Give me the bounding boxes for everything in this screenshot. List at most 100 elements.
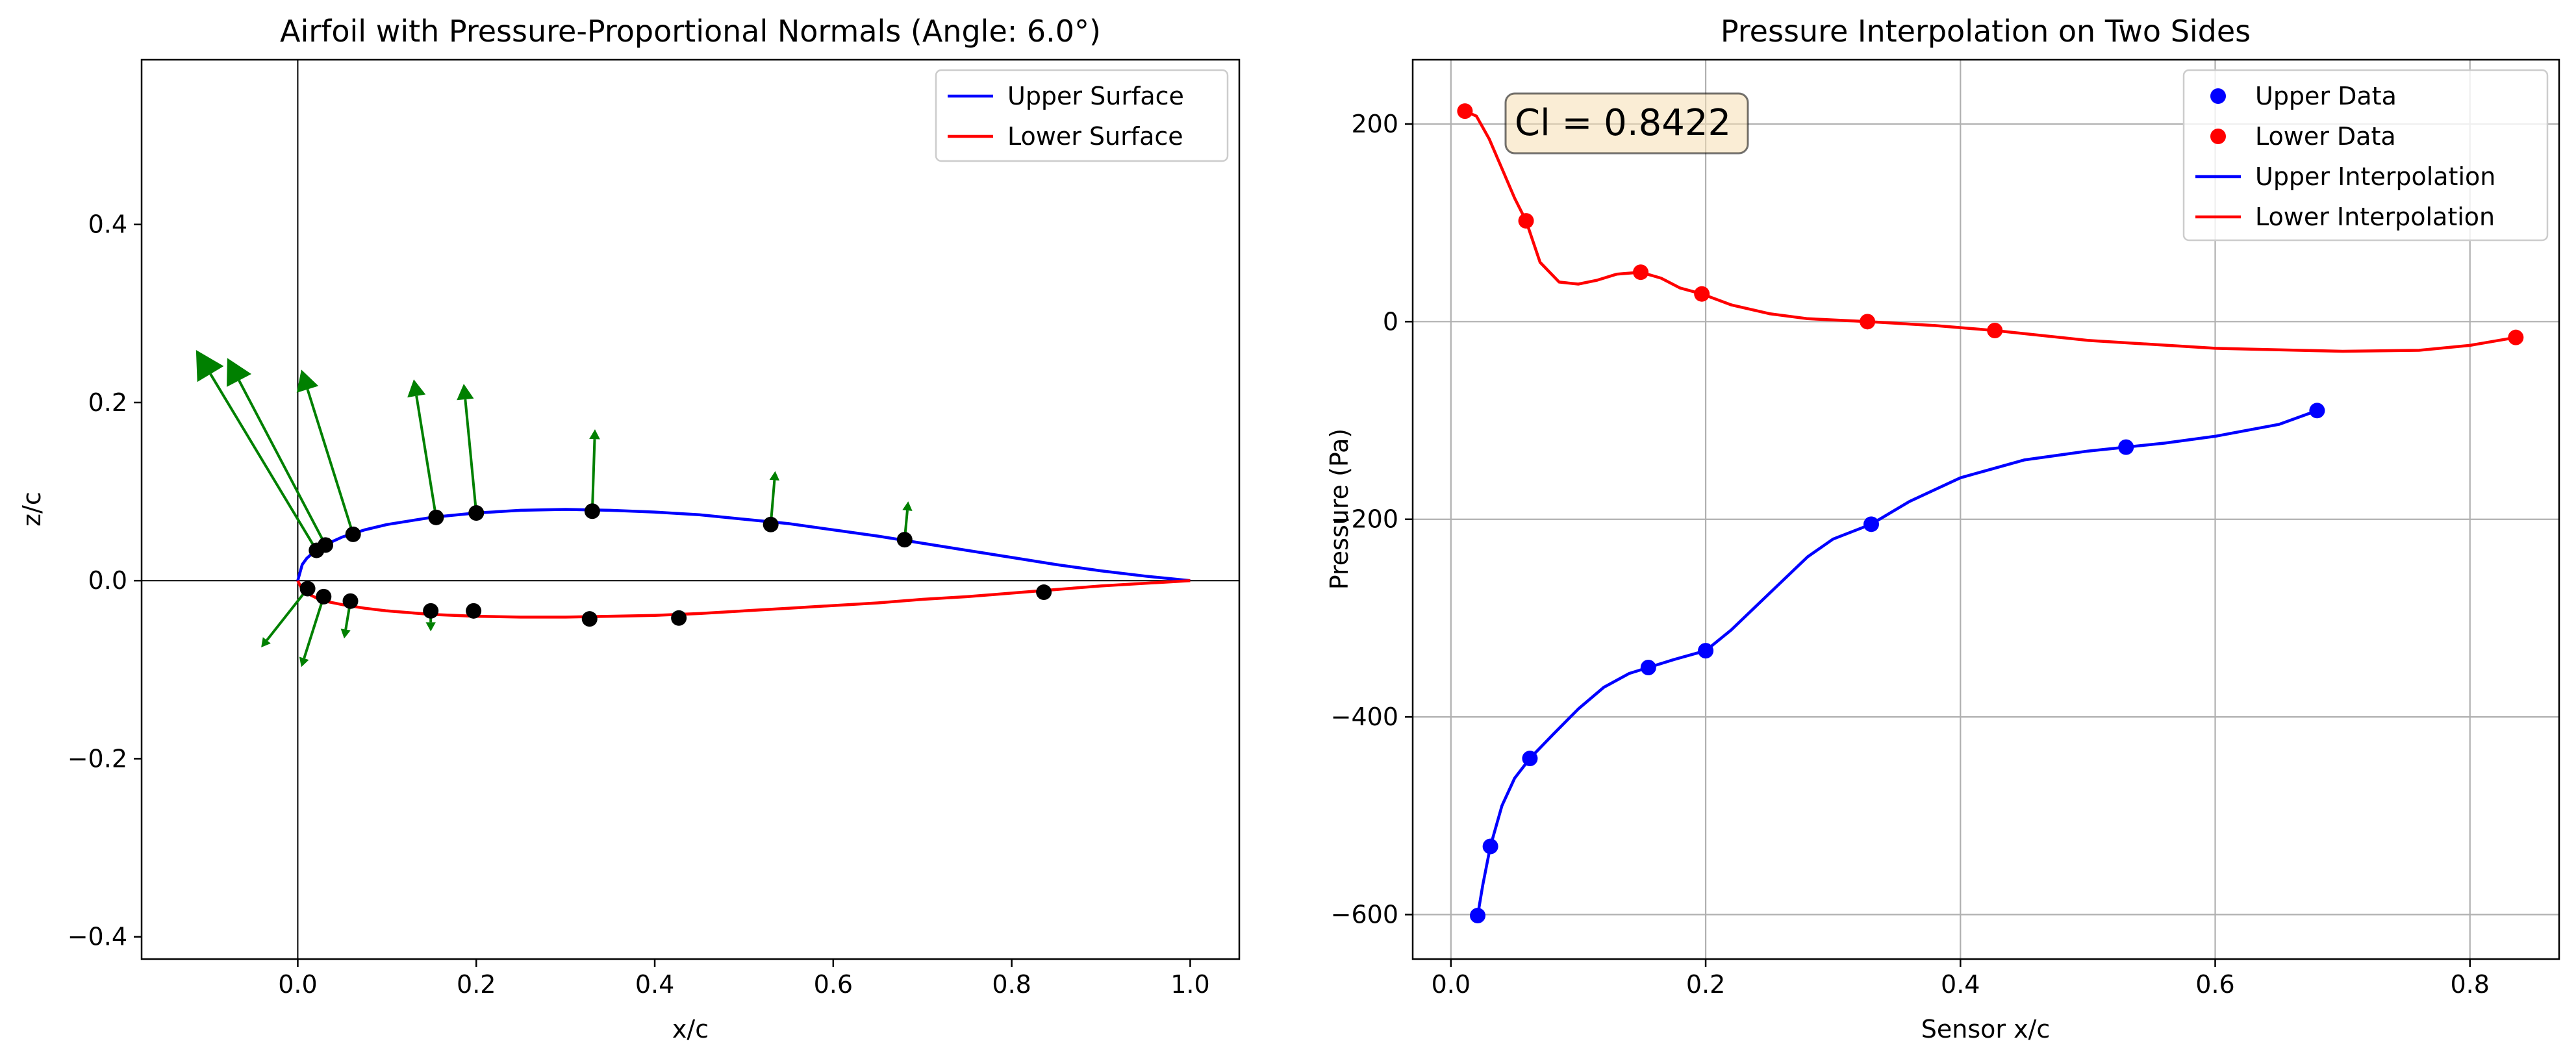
x-tick-label: 0.4 (635, 970, 674, 999)
airfoil-legend: Upper Surface Lower Surface (935, 69, 1229, 162)
pressure-plot-title: Pressure Interpolation on Two Sides (1721, 14, 2251, 49)
pressure-legend-box (2182, 69, 2549, 242)
upper-sensor-point (468, 505, 485, 521)
pressure-plot-area (1457, 103, 2524, 924)
legend-marker-swatch (2210, 88, 2226, 104)
lower-data-point (1694, 286, 1710, 302)
legend-entry-label: Upper Interpolation (2255, 162, 2495, 191)
lower-data-point (1457, 103, 1473, 119)
upper-data-point (1470, 908, 1486, 924)
x-tick-label: 0.0 (1432, 970, 1471, 999)
lower-sensor-point (581, 611, 598, 627)
lower-data-point (1518, 213, 1534, 229)
normal-arrow-head (425, 622, 436, 632)
pressure-axes-frame (1411, 58, 2560, 960)
legend-entry-label: Lower Data (2255, 122, 2396, 151)
legend-entry-label: Lower Surface (1007, 122, 1183, 151)
pressure-normal-arrow (407, 379, 438, 518)
upper-data-point (1522, 751, 1538, 767)
normal-arrow-shaft (266, 588, 309, 642)
x-tick-label: 0.4 (1941, 970, 1980, 999)
pressure-normal-arrow (261, 588, 309, 648)
pressure-ticks: 0.0 0.2 0.4 0.6 0.8 −600 −400 −200 0 200 (1331, 110, 2490, 999)
lower-sensor-point (342, 593, 359, 609)
normal-arrow-head (407, 379, 426, 398)
airfoil-axes-frame (140, 58, 1241, 960)
cl-annotation-text: Cl = 0.8422 (1515, 102, 1731, 144)
normal-arrow-shaft (415, 395, 438, 518)
normal-arrow-head (196, 350, 224, 382)
lower-sensor-point (423, 603, 439, 619)
normal-arrow-head (769, 471, 780, 481)
airfoil-x-axis-label: x/c (672, 1015, 709, 1043)
upper-sensor-point (318, 537, 334, 553)
pressure-legend: Upper Data Lower Data Upper Interpolation L… (2182, 69, 2549, 242)
airfoil-plot-area (142, 60, 1239, 959)
pressure-normal-arrow (769, 471, 780, 525)
pressure-normal-arrow (227, 358, 327, 546)
cl-annotation-box (1504, 92, 1749, 155)
upper-data-point (1640, 660, 1656, 676)
y-tick-label: −0.2 (68, 744, 127, 773)
upper-sensor-point (896, 532, 913, 548)
normal-arrow-head (902, 501, 913, 511)
pressure-normal-arrow (296, 369, 355, 535)
y-tick-label: 0.2 (88, 388, 127, 417)
pressure-normal-arrow (457, 384, 478, 514)
normal-arrow-head (227, 358, 252, 387)
legend-entry-label: Upper Data (2255, 82, 2397, 110)
pressure-y-axis-label: Pressure (Pa) (1325, 429, 1354, 590)
upper-data-point (1482, 838, 1498, 855)
legend-entry-label: Lower Interpolation (2255, 203, 2495, 231)
normal-arrow-shaft (306, 389, 355, 535)
lower-interpolation-line (1464, 110, 2516, 353)
lower-sensor-point (671, 610, 687, 626)
lower-data-point (2508, 329, 2524, 345)
upper-data-point (1863, 516, 1879, 532)
airfoil-ticks: 0.0 0.2 0.4 0.6 0.8 1.0 −0.4 −0.2 0.0 0.2 0.4 (68, 210, 1210, 999)
normal-arrow-head (589, 429, 600, 440)
pressure-normal-arrow (589, 429, 600, 512)
airfoil-y-axis-label: z/c (18, 492, 46, 527)
x-tick-label: 0.0 (278, 970, 317, 999)
y-tick-label: 0.0 (88, 566, 127, 595)
airfoil-legend-box (935, 69, 1229, 162)
normal-arrow-shaft (209, 373, 318, 551)
upper-data-point (1698, 643, 1714, 659)
x-tick-label: 0.6 (2195, 970, 2234, 999)
y-tick-label: −200 (1331, 505, 1398, 534)
pressure-normal-arrow (299, 596, 325, 668)
y-tick-label: −0.4 (68, 923, 127, 951)
normal-arrow-head (299, 656, 309, 668)
x-tick-label: 0.6 (814, 970, 853, 999)
normal-arrow-head (457, 384, 474, 401)
pressure-normal-arrow (196, 350, 318, 551)
x-tick-label: 0.2 (1686, 970, 1725, 999)
lower-data-point (1633, 264, 1649, 281)
y-tick-label: 0.4 (88, 210, 127, 239)
y-tick-label: −600 (1331, 901, 1398, 929)
pressure-x-axis-label: Sensor x/c (1921, 1015, 2051, 1043)
lower-sensor-point (299, 580, 316, 597)
airfoil-plot-title: Airfoil with Pressure-Proportional Norma… (280, 14, 1101, 49)
x-tick-label: 1.0 (1170, 970, 1209, 999)
normal-arrow-shaft (464, 399, 478, 514)
lower-data-point (1860, 314, 1876, 330)
y-tick-label: 0 (1383, 307, 1398, 336)
upper-sensor-point (763, 516, 779, 532)
normal-arrow-head (261, 637, 271, 648)
upper-data-point (2118, 439, 2134, 455)
x-tick-label: 0.8 (992, 970, 1031, 999)
upper-interpolation-line (1476, 409, 2318, 916)
y-tick-label: 200 (1351, 110, 1398, 138)
cl-annotation: Cl = 0.8422 (1504, 92, 1749, 155)
y-tick-label: −400 (1331, 703, 1398, 731)
lower-sensor-point (466, 603, 482, 619)
upper-data-point (2309, 403, 2325, 419)
upper-sensor-point (428, 509, 444, 525)
lower-sensor-point (316, 588, 332, 605)
normal-arrow-shaft (590, 439, 596, 512)
legend-entry-label: Upper Surface (1007, 82, 1184, 110)
normal-arrow-shaft (303, 596, 325, 659)
